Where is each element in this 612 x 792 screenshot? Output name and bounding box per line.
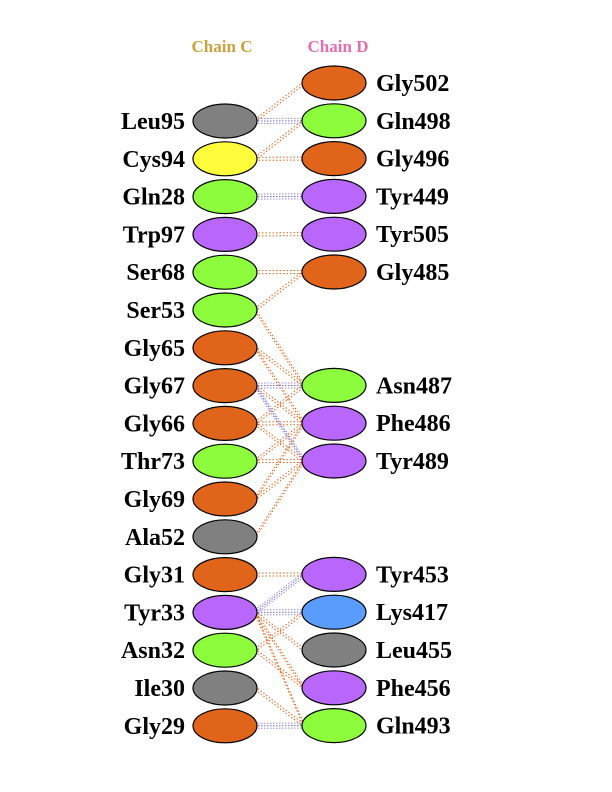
residue-node-gly67: [192, 368, 258, 404]
residue-node-gly29: [192, 708, 258, 744]
link-tyr33-gln493: [254, 610, 305, 725]
residue-label-tyr449: Tyr449: [376, 184, 449, 210]
residue-label-tyr33: Tyr33: [124, 600, 185, 626]
residue-label-gln28: Gln28: [122, 185, 185, 211]
link-gly69-tyr489: [254, 459, 305, 498]
residue-label-gly502: Gly502: [376, 71, 449, 97]
link-leu95-gly502: [254, 84, 305, 123]
residue-node-leu95: [192, 103, 258, 139]
residue-label-gly485: Gly485: [376, 260, 449, 286]
residue-node-lys417: [301, 594, 367, 630]
residue-label-phe486: Phe486: [376, 411, 451, 437]
residue-label-gly496: Gly496: [376, 147, 449, 173]
residue-label-thr73: Thr73: [121, 449, 185, 475]
link-tyr33-tyr453: [254, 571, 305, 611]
residue-node-phe486: [301, 405, 367, 441]
residue-node-gly31: [192, 556, 258, 593]
chain-d-title: Chain D: [308, 37, 369, 56]
link-tyr33-phe456: [254, 610, 305, 687]
residue-node-tyr505: [301, 216, 367, 252]
residue-node-gly496: [301, 141, 367, 177]
residue-label-gln493: Gln493: [376, 714, 451, 740]
link-ala52-tyr489: [254, 462, 305, 539]
residue-node-tyr449: [301, 178, 367, 214]
link-asn32-phe456: [254, 651, 305, 690]
residue-label-asn487: Asn487: [376, 373, 452, 399]
residue-node-ala52: [192, 519, 258, 555]
residue-node-gly502: [301, 65, 367, 101]
residue-label-asn32: Asn32: [121, 638, 185, 664]
residue-label-gly69: Gly69: [124, 487, 185, 513]
residue-label-ser68: Ser68: [126, 260, 185, 286]
residue-label-trp97: Trp97: [123, 222, 185, 248]
link-tyr33-gln493: [254, 613, 305, 728]
residue-node-cys94: [192, 141, 258, 177]
residue-node-tyr33: [192, 594, 258, 631]
residue-node-tyr453: [301, 556, 367, 593]
link-leu95-gly502: [254, 81, 305, 120]
residue-label-tyr489: Tyr489: [376, 449, 449, 475]
residue-node-ile30: [192, 670, 258, 706]
chain-c-title: Chain C: [192, 37, 253, 56]
link-gly69-phe486: [254, 424, 305, 501]
link-ala52-tyr489: [254, 459, 305, 536]
residue-node-gln493: [301, 707, 367, 744]
residue-node-gln498: [301, 103, 367, 139]
link-gly65-asn487: [254, 348, 305, 388]
link-tyr33-phe456: [254, 613, 305, 690]
link-gly67-tyr489: [254, 382, 305, 459]
residue-label-ser53: Ser53: [126, 298, 185, 324]
link-gly69-tyr489: [254, 462, 305, 501]
residue-node-gly65: [192, 330, 258, 366]
residue-label-ile30: Ile30: [134, 676, 185, 702]
interaction-lines: [254, 81, 305, 729]
residue-node-ser68: [192, 254, 258, 290]
residue-label-gly65: Gly65: [124, 336, 185, 362]
residue-node-phe456: [301, 670, 367, 706]
residue-label-ala52: Ala52: [125, 525, 185, 551]
residue-node-gly485: [301, 254, 367, 290]
residue-node-thr73: [192, 443, 258, 479]
link-gly65-phe486: [254, 349, 305, 425]
residue-node-gln28: [192, 179, 258, 215]
link-cys94-gln498: [254, 118, 305, 158]
link-gly67-tyr489: [254, 385, 305, 462]
link-gly65-phe486: [254, 346, 305, 422]
residue-node-trp97: [192, 216, 258, 252]
residue-node-leu455: [301, 632, 367, 668]
residue-label-phe456: Phe456: [376, 676, 451, 702]
link-ile30-gln493: [254, 686, 305, 725]
residue-label-gly31: Gly31: [124, 563, 185, 589]
residue-label-gln498: Gln498: [376, 109, 451, 135]
residue-label-gly66: Gly66: [124, 411, 185, 437]
link-gly67-tyr489: [254, 387, 305, 464]
residue-label-tyr453: Tyr453: [376, 562, 449, 588]
residue-node-tyr489: [301, 443, 367, 479]
residue-nodes: Leu95 Cys94 Gln28 Trp97 Ser68 Ser53 Gly65 Gly67…: [121, 65, 452, 744]
residue-label-gly67: Gly67: [124, 374, 185, 400]
residue-label-leu95: Leu95: [121, 109, 185, 135]
residue-node-gly69: [192, 481, 258, 517]
residue-node-gly66: [192, 405, 258, 441]
link-ser53-gly485: [254, 273, 305, 312]
link-ser53-gly485: [254, 270, 305, 309]
residue-label-cys94: Cys94: [122, 147, 185, 173]
link-cys94-gln498: [254, 121, 305, 161]
residue-node-asn32: [192, 632, 258, 668]
link-ser53-asn487: [254, 308, 305, 385]
residue-label-gly29: Gly29: [124, 714, 185, 740]
residue-node-ser53: [192, 292, 258, 328]
link-gly65-asn487: [254, 345, 305, 385]
residue-node-asn487: [301, 367, 367, 403]
residue-label-leu455: Leu455: [376, 638, 452, 664]
link-ser53-asn487: [254, 311, 305, 388]
link-tyr33-tyr453: [254, 576, 305, 616]
residue-label-lys417: Lys417: [376, 600, 448, 626]
link-asn32-phe456: [254, 648, 305, 687]
link-tyr33-tyr453: [254, 574, 305, 613]
residue-label-tyr505: Tyr505: [376, 222, 449, 248]
link-gly69-phe486: [254, 421, 305, 498]
